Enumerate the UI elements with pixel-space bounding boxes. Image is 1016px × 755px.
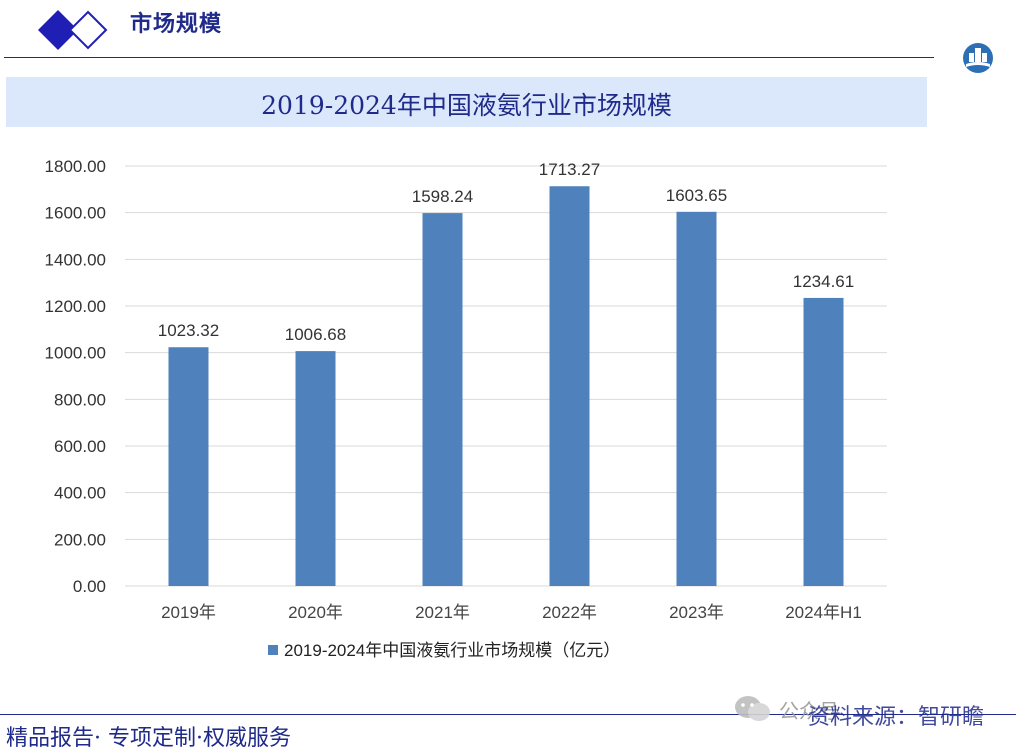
bar [803,297,844,586]
bar-value-label: 1234.61 [793,272,854,291]
bar [549,186,590,586]
bar [676,211,717,586]
y-tick-label: 400.00 [54,484,106,503]
section-title: 市场规模 [130,11,223,37]
source-note: 资料来源：智研瞻 [808,705,985,730]
x-tick-label: 2021年 [415,603,470,622]
x-tick-label: 2022年 [542,603,597,622]
diamond-logo-icon [38,10,108,50]
header-divider [4,57,934,58]
brand-badge-icon [963,43,993,73]
bar [422,213,463,586]
watermark: 公众号 [733,694,839,724]
x-tick-label: 2023年 [669,603,724,622]
x-tick-label: 2024年H1 [785,603,862,622]
y-tick-label: 0.00 [73,577,106,596]
y-tick-label: 200.00 [54,530,106,549]
bar-value-label: 1598.24 [412,187,473,206]
bar-chart: 0.00 200.00 400.00 600.00 800.00 1000.00 1200.… [45,157,887,660]
chart-title-band: 2019-2024年中国液氨行业市场规模 [6,77,927,127]
wechat-icon [735,696,770,721]
y-tick-label: 800.00 [54,390,106,409]
y-tick-label: 1800.00 [45,157,106,176]
legend-swatch [268,645,278,655]
footer-divider [0,714,1016,715]
chart-title: 2019-2024年中国液氨行业市场规模 [261,91,672,120]
bar [295,351,336,586]
bar-value-label: 1023.32 [158,321,219,340]
footer-slogan: 精品报告· 专项定制·权威服务 [6,726,291,751]
x-tick-label: 2020年 [288,603,343,622]
y-tick-label: 1600.00 [45,204,106,223]
bar-value-label: 1006.68 [285,325,346,344]
y-tick-label: 1000.00 [45,344,106,363]
bar [168,347,209,586]
bar-value-label: 1603.65 [666,186,727,205]
y-tick-label: 1200.00 [45,297,106,316]
y-tick-label: 1400.00 [45,250,106,269]
x-tick-label: 2019年 [161,603,216,622]
y-tick-label: 600.00 [54,437,106,456]
bar-value-label: 1713.27 [539,160,600,179]
legend-label: 2019-2024年中国液氨行业市场规模（亿元） [284,641,620,660]
watermark-text: 公众号 [779,698,839,723]
